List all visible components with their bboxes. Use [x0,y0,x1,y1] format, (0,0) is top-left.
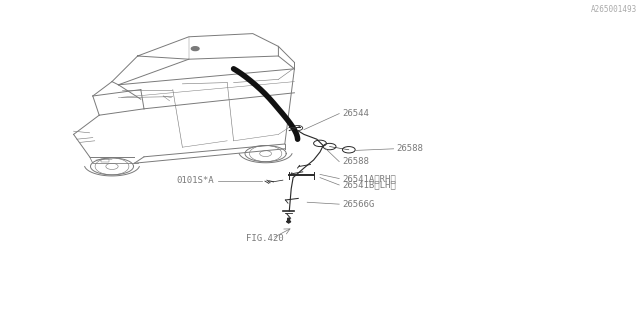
FancyArrow shape [287,218,291,223]
Text: 26544: 26544 [342,109,369,118]
Text: FIG.420: FIG.420 [246,234,284,243]
Text: A265001493: A265001493 [591,5,637,14]
Text: 26588: 26588 [342,157,369,166]
Text: 26541A〈RH〉: 26541A〈RH〉 [342,174,396,183]
Text: 26588: 26588 [397,144,424,153]
Text: 0101S*A: 0101S*A [177,176,214,185]
Text: 26541B〈LH〉: 26541B〈LH〉 [342,180,396,189]
Bar [101,159,109,162]
Circle shape [191,47,199,51]
Text: 26566G: 26566G [342,200,374,209]
